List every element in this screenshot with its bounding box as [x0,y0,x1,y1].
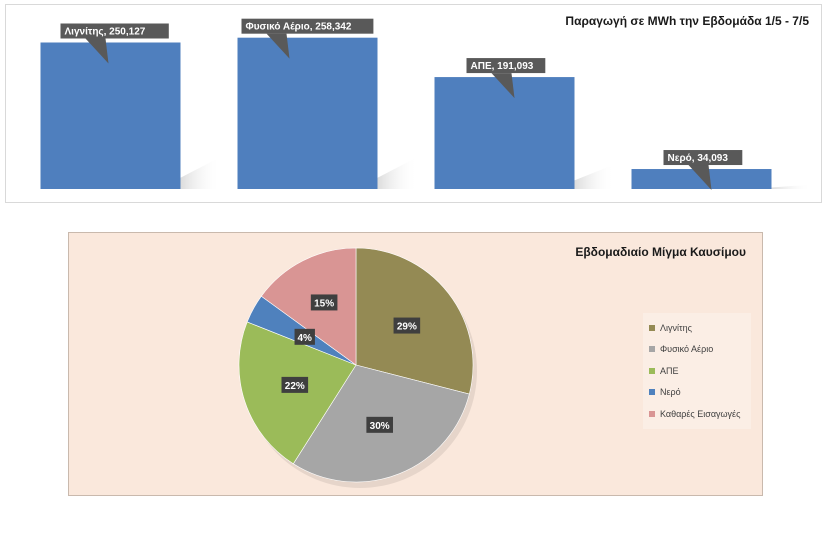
pie-label-box [281,376,309,393]
legend-swatch [649,410,655,417]
pie-chart: 29% 30% 22% 4% 15% [238,247,477,488]
data-label: Νερό, 34,093 [668,153,729,164]
legend-label: Καθαρές Εισαγωγές [660,408,741,419]
data-label-box [663,150,743,166]
data-label-pointer [85,38,109,64]
bar [40,42,181,190]
legend-item: Νερό [643,382,751,404]
legend-swatch [649,346,655,353]
data-label-pointer [688,165,712,191]
pie-data-label: 15% [314,298,334,309]
bar-chart: Λιγνίτης, 250,127 Φυσικό Αέριο, 258,342 ΑΠ… [40,18,812,191]
legend-label: Νερό [660,387,681,398]
pie-slice [260,247,357,366]
legend-label: ΑΠΕ [660,365,679,376]
legend-item: Καθαρές Εισαγωγές [643,403,751,425]
bar [434,77,575,189]
bar-shadow [771,184,812,189]
pie-data-label: 22% [285,381,305,392]
legend-swatch [649,389,655,396]
pie-label-box [366,416,393,433]
data-label-box [60,23,169,39]
legend-swatch [649,367,655,374]
legend-item: Λιγνίτης [643,317,751,339]
data-label-pointer [266,33,290,59]
pie-data-label: 4% [298,333,313,344]
bar-shadow [180,157,221,189]
bar [237,37,378,190]
legend-label: Λιγνίτης [660,322,692,333]
pie-chart-panel: 29% 30% 22% 4% 15% Εβδομαδιαίο Μίγμα Καυσίμο… [68,232,763,496]
data-label: Φυσικό Αέριο, 258,342 [246,22,352,33]
data-label-pointer [491,73,515,99]
data-label-box [241,18,374,34]
data-label-box [466,58,546,74]
pie-chart-title: Εβδομαδιαίο Μίγμα Καυσίμου [575,245,746,259]
pie-legend: Λιγνίτης Φυσικό Αέριο ΑΠΕ Νερό Καθαρές Ε… [643,313,751,429]
legend-item: ΑΠΕ [643,360,751,382]
pie-label-box [393,317,421,334]
bar-chart-panel: Λιγνίτης, 250,127 Φυσικό Αέριο, 258,342 ΑΠ… [5,4,822,203]
bar-chart-title: Παραγωγή σε MWh την Εβδομάδα 1/5 - 7/5 [565,14,809,28]
legend-item: Φυσικό Αέριο [643,339,751,361]
data-label: Λιγνίτης, 250,127 [65,26,146,37]
legend-label: Φυσικό Αέριο [660,344,714,355]
pie-label-box [310,294,338,311]
pie-data-label: 30% [370,421,390,432]
legend-swatch [649,324,655,331]
bar-shadow [377,157,418,189]
pie-data-label: 29% [397,322,417,333]
bar-shadow [574,164,615,189]
data-label: ΑΠΕ, 191,093 [471,61,534,72]
pie-label-box [294,328,315,345]
